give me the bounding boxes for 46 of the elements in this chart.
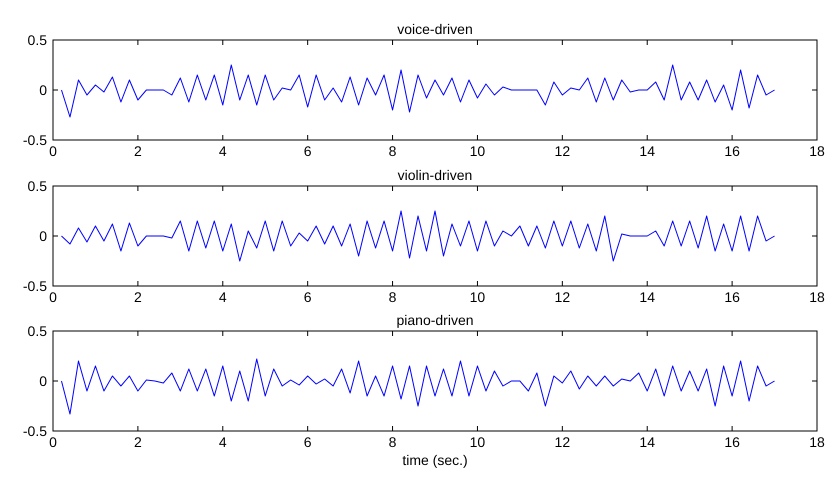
y-tick-label: 0.5 <box>28 32 48 48</box>
line-series <box>60 210 776 262</box>
x-tick-label: 12 <box>554 143 570 159</box>
chart-title: voice-driven <box>397 21 473 37</box>
chart-title: piano-driven <box>396 312 474 328</box>
x-tick-label: 10 <box>470 289 486 305</box>
x-tick-label: 6 <box>304 434 312 450</box>
x-tick-label: 14 <box>639 434 656 450</box>
y-tick-label: -0.5 <box>22 132 48 148</box>
x-tick-label: 18 <box>809 143 825 159</box>
y-tick-label: -0.5 <box>22 423 48 439</box>
x-tick-label: 2 <box>134 434 142 450</box>
x-tick-label: 12 <box>554 289 570 305</box>
x-tick-label: 16 <box>724 434 740 450</box>
x-tick-label: 4 <box>218 143 227 159</box>
x-tick-label: 0 <box>49 434 58 450</box>
x-tick-label: 6 <box>304 143 312 159</box>
x-tick-label: 2 <box>134 289 142 305</box>
y-tick-label: 0.5 <box>28 323 48 339</box>
chart-title: violin-driven <box>398 167 472 183</box>
line-series <box>60 358 776 414</box>
y-tick-label: 0.5 <box>28 178 48 194</box>
x-tick-label: 10 <box>470 143 486 159</box>
x-tick-label: 16 <box>724 143 740 159</box>
x-tick-label: 0 <box>49 143 58 159</box>
x-tick-label: 18 <box>809 289 825 305</box>
x-tick-label: 6 <box>304 289 312 305</box>
x-tick-label: 4 <box>218 289 227 305</box>
y-tick-label: 0 <box>39 373 48 389</box>
x-tick-label: 14 <box>639 143 656 159</box>
x-tick-label: 2 <box>134 143 142 159</box>
x-tick-label: 0 <box>49 289 58 305</box>
x-tick-label: 8 <box>388 143 397 159</box>
x-tick-label: 18 <box>809 434 825 450</box>
x-axis-title: time (sec.) <box>402 452 468 468</box>
line-series <box>60 64 776 118</box>
y-tick-label: -0.5 <box>22 278 48 294</box>
x-tick-label: 10 <box>470 434 486 450</box>
x-tick-label: 16 <box>724 289 740 305</box>
x-tick-label: 8 <box>388 289 397 305</box>
x-tick-label: 4 <box>218 434 227 450</box>
x-tick-label: 14 <box>639 289 656 305</box>
x-tick-label: 8 <box>388 434 397 450</box>
y-tick-label: 0 <box>39 228 48 244</box>
x-tick-label: 12 <box>554 434 570 450</box>
y-tick-label: 0 <box>39 82 48 98</box>
